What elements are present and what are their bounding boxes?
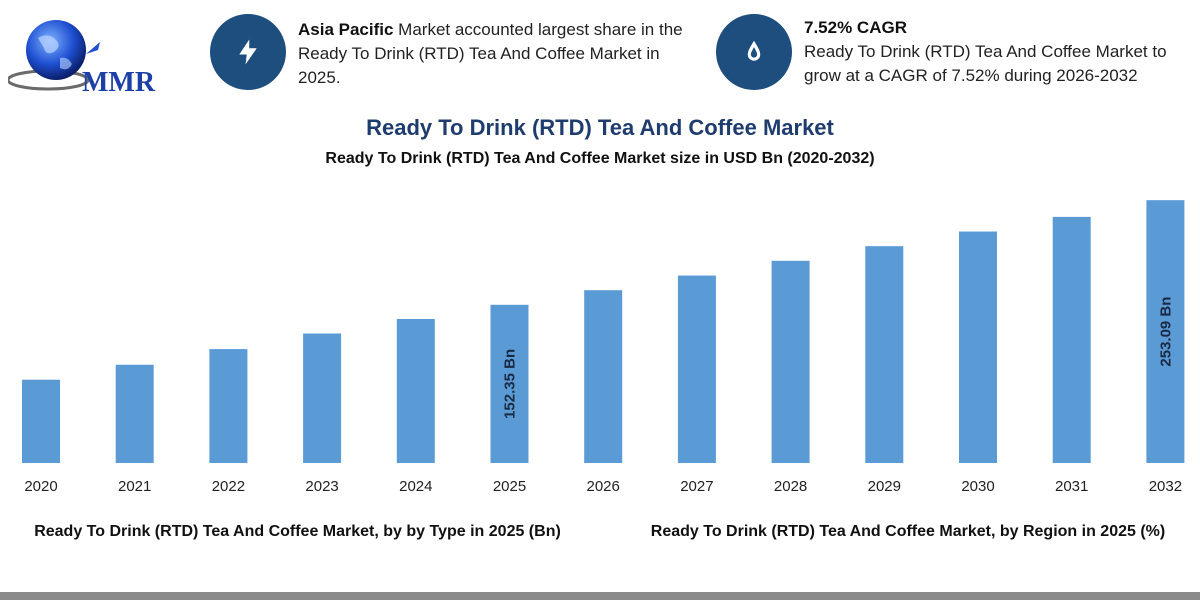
bar-2023 [303,333,342,463]
x-tick-label: 2028 [774,478,807,495]
info-share: Asia Pacific Market accounted largest sh… [298,18,698,90]
bar-chart: 2020 2021 2022 2023 2024 2025 152.35 Bn 2026 202… [22,200,1185,495]
mmr-logo: MMR [6,18,168,100]
logo-text: MMR [82,67,156,98]
data-label: 152.35 Bn [502,349,519,419]
x-tick-label: 2027 [680,478,713,495]
x-tick-label: 2022 [212,478,245,495]
info-cagr-value: 7.52% CAGR [804,18,907,37]
bar-2025 [490,304,529,463]
info-share-text: Market accounted largest share in the Re… [298,20,683,87]
bar-2032 [1146,200,1185,463]
bar-2024 [396,318,435,463]
bar-2022 [209,349,248,463]
bar-2029 [865,246,904,463]
bar-2027 [677,275,716,463]
data-label: 253.09 Bn [1157,297,1174,367]
chart-subtitle: Ready To Drink (RTD) Tea And Coffee Mark… [325,150,875,167]
x-tick-label: 2030 [961,478,994,495]
x-tick-label: 2026 [587,478,620,495]
x-tick-label: 2020 [24,478,57,495]
globe-icon: MMR [6,20,156,98]
type-chart-title: Ready To Drink (RTD) Tea And Coffee Mark… [34,523,561,540]
bar-2031 [1052,216,1091,463]
drop-circle [716,14,792,90]
x-tick-label: 2025 [493,478,526,495]
lightning-icon [239,39,257,65]
x-tick-label: 2032 [1149,478,1182,495]
chart-title: Ready To Drink (RTD) Tea And Coffee Mark… [366,115,834,140]
x-tick-label: 2029 [868,478,901,495]
lightning-circle [210,14,286,90]
bar-2028 [771,260,810,463]
region-chart-title: Ready To Drink (RTD) Tea And Coffee Mark… [650,523,1166,540]
x-tick-label: 2024 [399,478,432,495]
bottom-divider [0,592,1200,600]
x-tick-label: 2021 [118,478,151,495]
bar-2020 [22,379,60,463]
drop-icon [747,40,761,61]
bar-2026 [584,290,623,463]
x-tick-label: 2023 [305,478,338,495]
bar-2030 [959,231,997,463]
info-share-region: Asia Pacific [298,20,394,39]
info-cagr-text: Ready To Drink (RTD) Tea And Coffee Mark… [804,42,1167,85]
bar-2021 [115,364,154,463]
x-tick-label: 2031 [1055,478,1088,495]
info-cagr: 7.52% CAGR Ready To Drink (RTD) Tea And … [804,16,1200,88]
